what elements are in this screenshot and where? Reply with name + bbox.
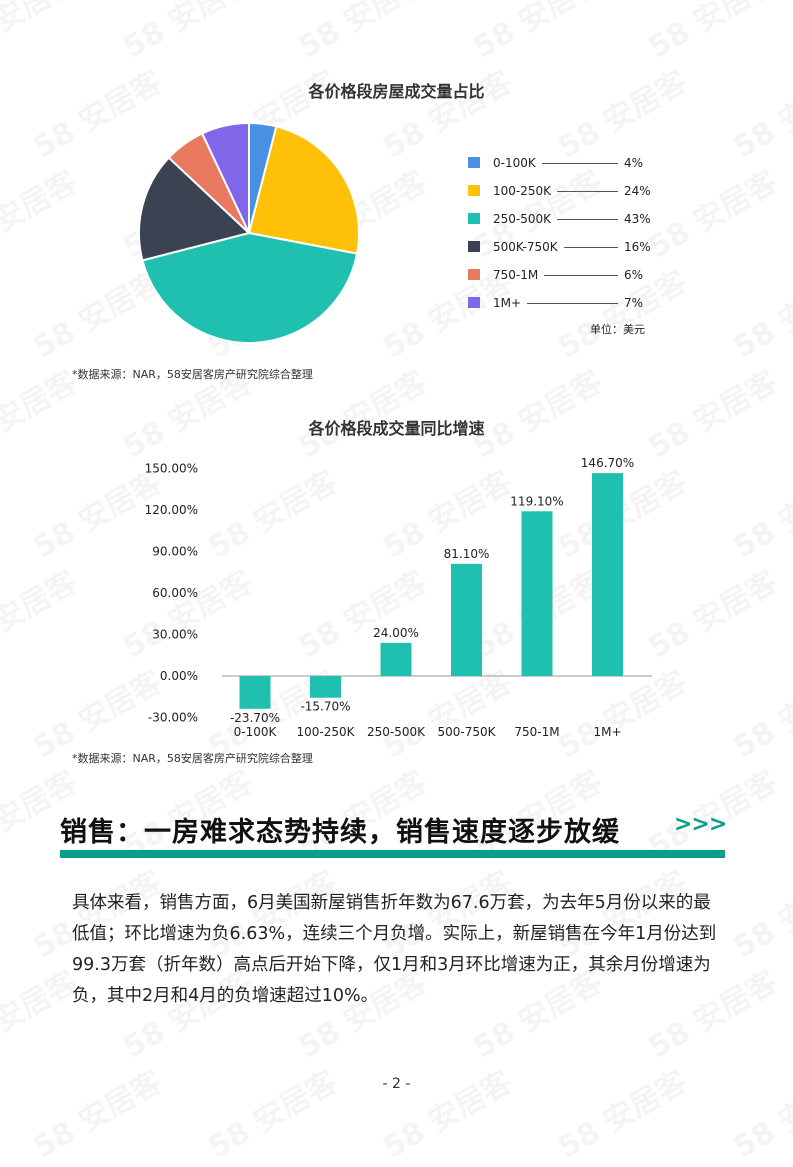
page-number: - 2 -	[382, 1076, 411, 1092]
watermark-text: 58 安居客	[374, 1057, 519, 1166]
legend-leader-line	[557, 219, 618, 220]
legend-value: 43%	[624, 212, 651, 226]
x-category-label: 0-100K	[234, 725, 278, 739]
bar-750-1M	[521, 511, 553, 676]
x-category-label: 750-1M	[514, 725, 559, 739]
y-tick-label: -30.00%	[148, 710, 198, 724]
legend-leader-line	[557, 191, 618, 192]
legend-swatch	[468, 297, 480, 308]
watermark-text: 58 安居客	[199, 1057, 344, 1166]
legend-leader-line	[541, 163, 618, 164]
watermark-text: 58 安居客	[724, 1057, 793, 1166]
legend-leader-line	[527, 303, 618, 304]
y-tick-label: 60.00%	[152, 586, 198, 600]
bar-0-100K	[239, 676, 271, 709]
legend-swatch	[468, 241, 480, 252]
bar-chart: 150.00% 120.00% 90.00% 60.00% 30.00% 0.00% -30…	[145, 456, 652, 739]
chevron-arrows-icon: >>>	[674, 812, 727, 837]
pie-slice-100-250K	[247, 125, 360, 255]
bar-chart-title: 各价格段成交量同比增速	[308, 419, 485, 438]
bar-value-label: 24.00%	[373, 626, 419, 640]
section-underline	[60, 850, 725, 858]
body-paragraph: 具体来看，销售方面，6月美国新屋销售折年数为67.6万套，为去年5月份以来的最低…	[72, 893, 717, 1006]
y-tick-label: 120.00%	[145, 503, 198, 517]
x-category-label: 1M+	[593, 725, 621, 739]
bar-value-label: 81.10%	[444, 547, 490, 561]
watermark-text: 58 安居客	[724, 857, 793, 966]
bar-value-label: -23.70%	[230, 711, 280, 725]
bar-source-note: *数据来源：NAR，58安居客房产研究院综合整理	[72, 752, 313, 765]
legend-value: 16%	[624, 240, 651, 254]
legend-value: 24%	[624, 184, 651, 198]
legend-label: 100-250K	[493, 184, 552, 198]
legend-leader-line	[563, 247, 618, 248]
pie-source-note: *数据来源：NAR，58安居客房产研究院综合整理	[72, 368, 313, 381]
legend-label: 250-500K	[493, 212, 552, 226]
legend-label: 750-1M	[493, 268, 539, 282]
section-heading: 销售：一房难求态势持续，销售速度逐步放缓	[60, 817, 620, 848]
y-tick-label: 30.00%	[152, 628, 198, 642]
y-tick-label: 150.00%	[145, 462, 198, 476]
pie-slice-1M+	[200, 121, 250, 234]
x-category-label: 100-250K	[296, 725, 355, 739]
bar-250-500K	[380, 642, 412, 676]
bar-500-750K	[451, 563, 482, 676]
pie-chart-title: 各价格段房屋成交量占比	[308, 82, 485, 101]
x-category-label: 250-500K	[367, 725, 426, 739]
pie-slice-250-500K	[141, 231, 359, 344]
watermark-text: 58 安居客	[24, 1057, 169, 1166]
legend-swatch	[468, 157, 480, 168]
legend-value: 7%	[624, 296, 644, 310]
legend-swatch	[468, 269, 480, 280]
pie-slice-500K-750K	[138, 156, 252, 262]
y-tick-label: 90.00%	[152, 545, 198, 559]
legend-value: 4%	[624, 156, 644, 170]
bar-1M+	[592, 473, 623, 676]
watermark-text: 58 安居客	[549, 1057, 694, 1166]
legend-label: 1M+	[493, 296, 522, 310]
unit-label: 单位：美元	[590, 323, 645, 336]
x-category-label: 500-750K	[437, 725, 496, 739]
bar-value-label: 119.10%	[510, 494, 563, 508]
legend-swatch	[468, 185, 480, 196]
legend-leader-line	[544, 275, 618, 276]
pie-chart	[138, 121, 360, 344]
bar-value-label: 146.70%	[581, 456, 634, 470]
bar-value-label: -15.70%	[300, 700, 350, 714]
legend-swatch	[468, 213, 480, 224]
legend-value: 6%	[624, 268, 644, 282]
bar-100-250K	[310, 676, 341, 698]
legend-label: 0-100K	[493, 156, 536, 170]
legend-label: 500K-750K	[493, 240, 558, 254]
y-tick-label: 0.00%	[160, 669, 198, 683]
